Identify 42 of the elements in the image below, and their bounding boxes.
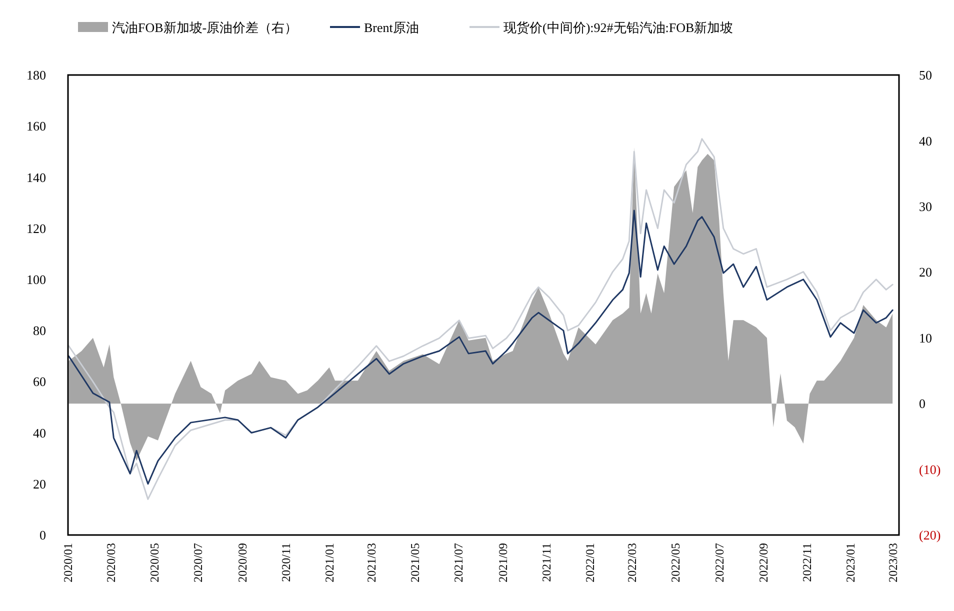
x-tick-label: 2021/05 xyxy=(408,543,422,582)
x-tick-label: 2021/03 xyxy=(364,543,379,582)
y-tick-label: 40 xyxy=(33,425,46,440)
x-tick-label: 2021/01 xyxy=(322,543,336,582)
line-series xyxy=(68,210,894,485)
x-tick-label: 2022/01 xyxy=(583,543,598,582)
x-tick-label: 2020/07 xyxy=(191,543,206,582)
x-tick-label: 2022/09 xyxy=(756,543,771,582)
legend-label: Brent原油 xyxy=(364,20,419,35)
y-tick-label: 180 xyxy=(26,68,46,83)
y-tick-label: 140 xyxy=(26,170,46,185)
x-tick-label: 2022/05 xyxy=(668,543,683,582)
x-tick-label: 2022/07 xyxy=(712,543,726,582)
y-tick-label: 160 xyxy=(26,118,46,134)
y2-tick-label: (10) xyxy=(919,462,941,477)
x-tick-label: 2021/07 xyxy=(452,543,466,582)
x-tick-label: 2023/01 xyxy=(844,543,858,582)
x-tick-label: 2022/11 xyxy=(800,543,814,582)
x-tick-label: 2023/03 xyxy=(886,543,900,582)
x-tick-label: 2021/09 xyxy=(496,543,510,582)
x-tick-label: 2020/01 xyxy=(61,543,76,582)
x-tick-label: 2020/09 xyxy=(235,543,250,582)
y-tick-label: 80 xyxy=(33,323,46,338)
y-tick-label: 120 xyxy=(26,220,46,236)
y-tick-label: 0 xyxy=(40,528,46,543)
x-tick-label: 2020/05 xyxy=(148,543,162,582)
y-tick-label: 60 xyxy=(33,374,46,390)
legend-label: 汽油FOB新加坡-原油价差（右） xyxy=(112,20,298,35)
y2-tick-label: 30 xyxy=(919,198,932,214)
legend-label: 现货价(中间价):92#无铅汽油:FOB新加坡 xyxy=(504,20,734,35)
x-tick-label: 2020/11 xyxy=(278,543,293,582)
y-tick-label: 100 xyxy=(26,272,46,287)
x-tick-label: 2020/03 xyxy=(104,543,118,582)
x-tick-label: 2022/03 xyxy=(625,543,640,582)
y2-tick-label: 20 xyxy=(919,264,932,280)
y2-tick-label: 0 xyxy=(919,396,926,412)
y2-tick-label: 50 xyxy=(919,68,932,83)
y-tick-label: 20 xyxy=(33,476,46,492)
x-tick-label: 2021/11 xyxy=(540,543,554,582)
y2-tick-label: 40 xyxy=(919,133,932,148)
y2-tick-label: 10 xyxy=(919,330,932,346)
y2-tick-label: (20) xyxy=(919,528,941,543)
